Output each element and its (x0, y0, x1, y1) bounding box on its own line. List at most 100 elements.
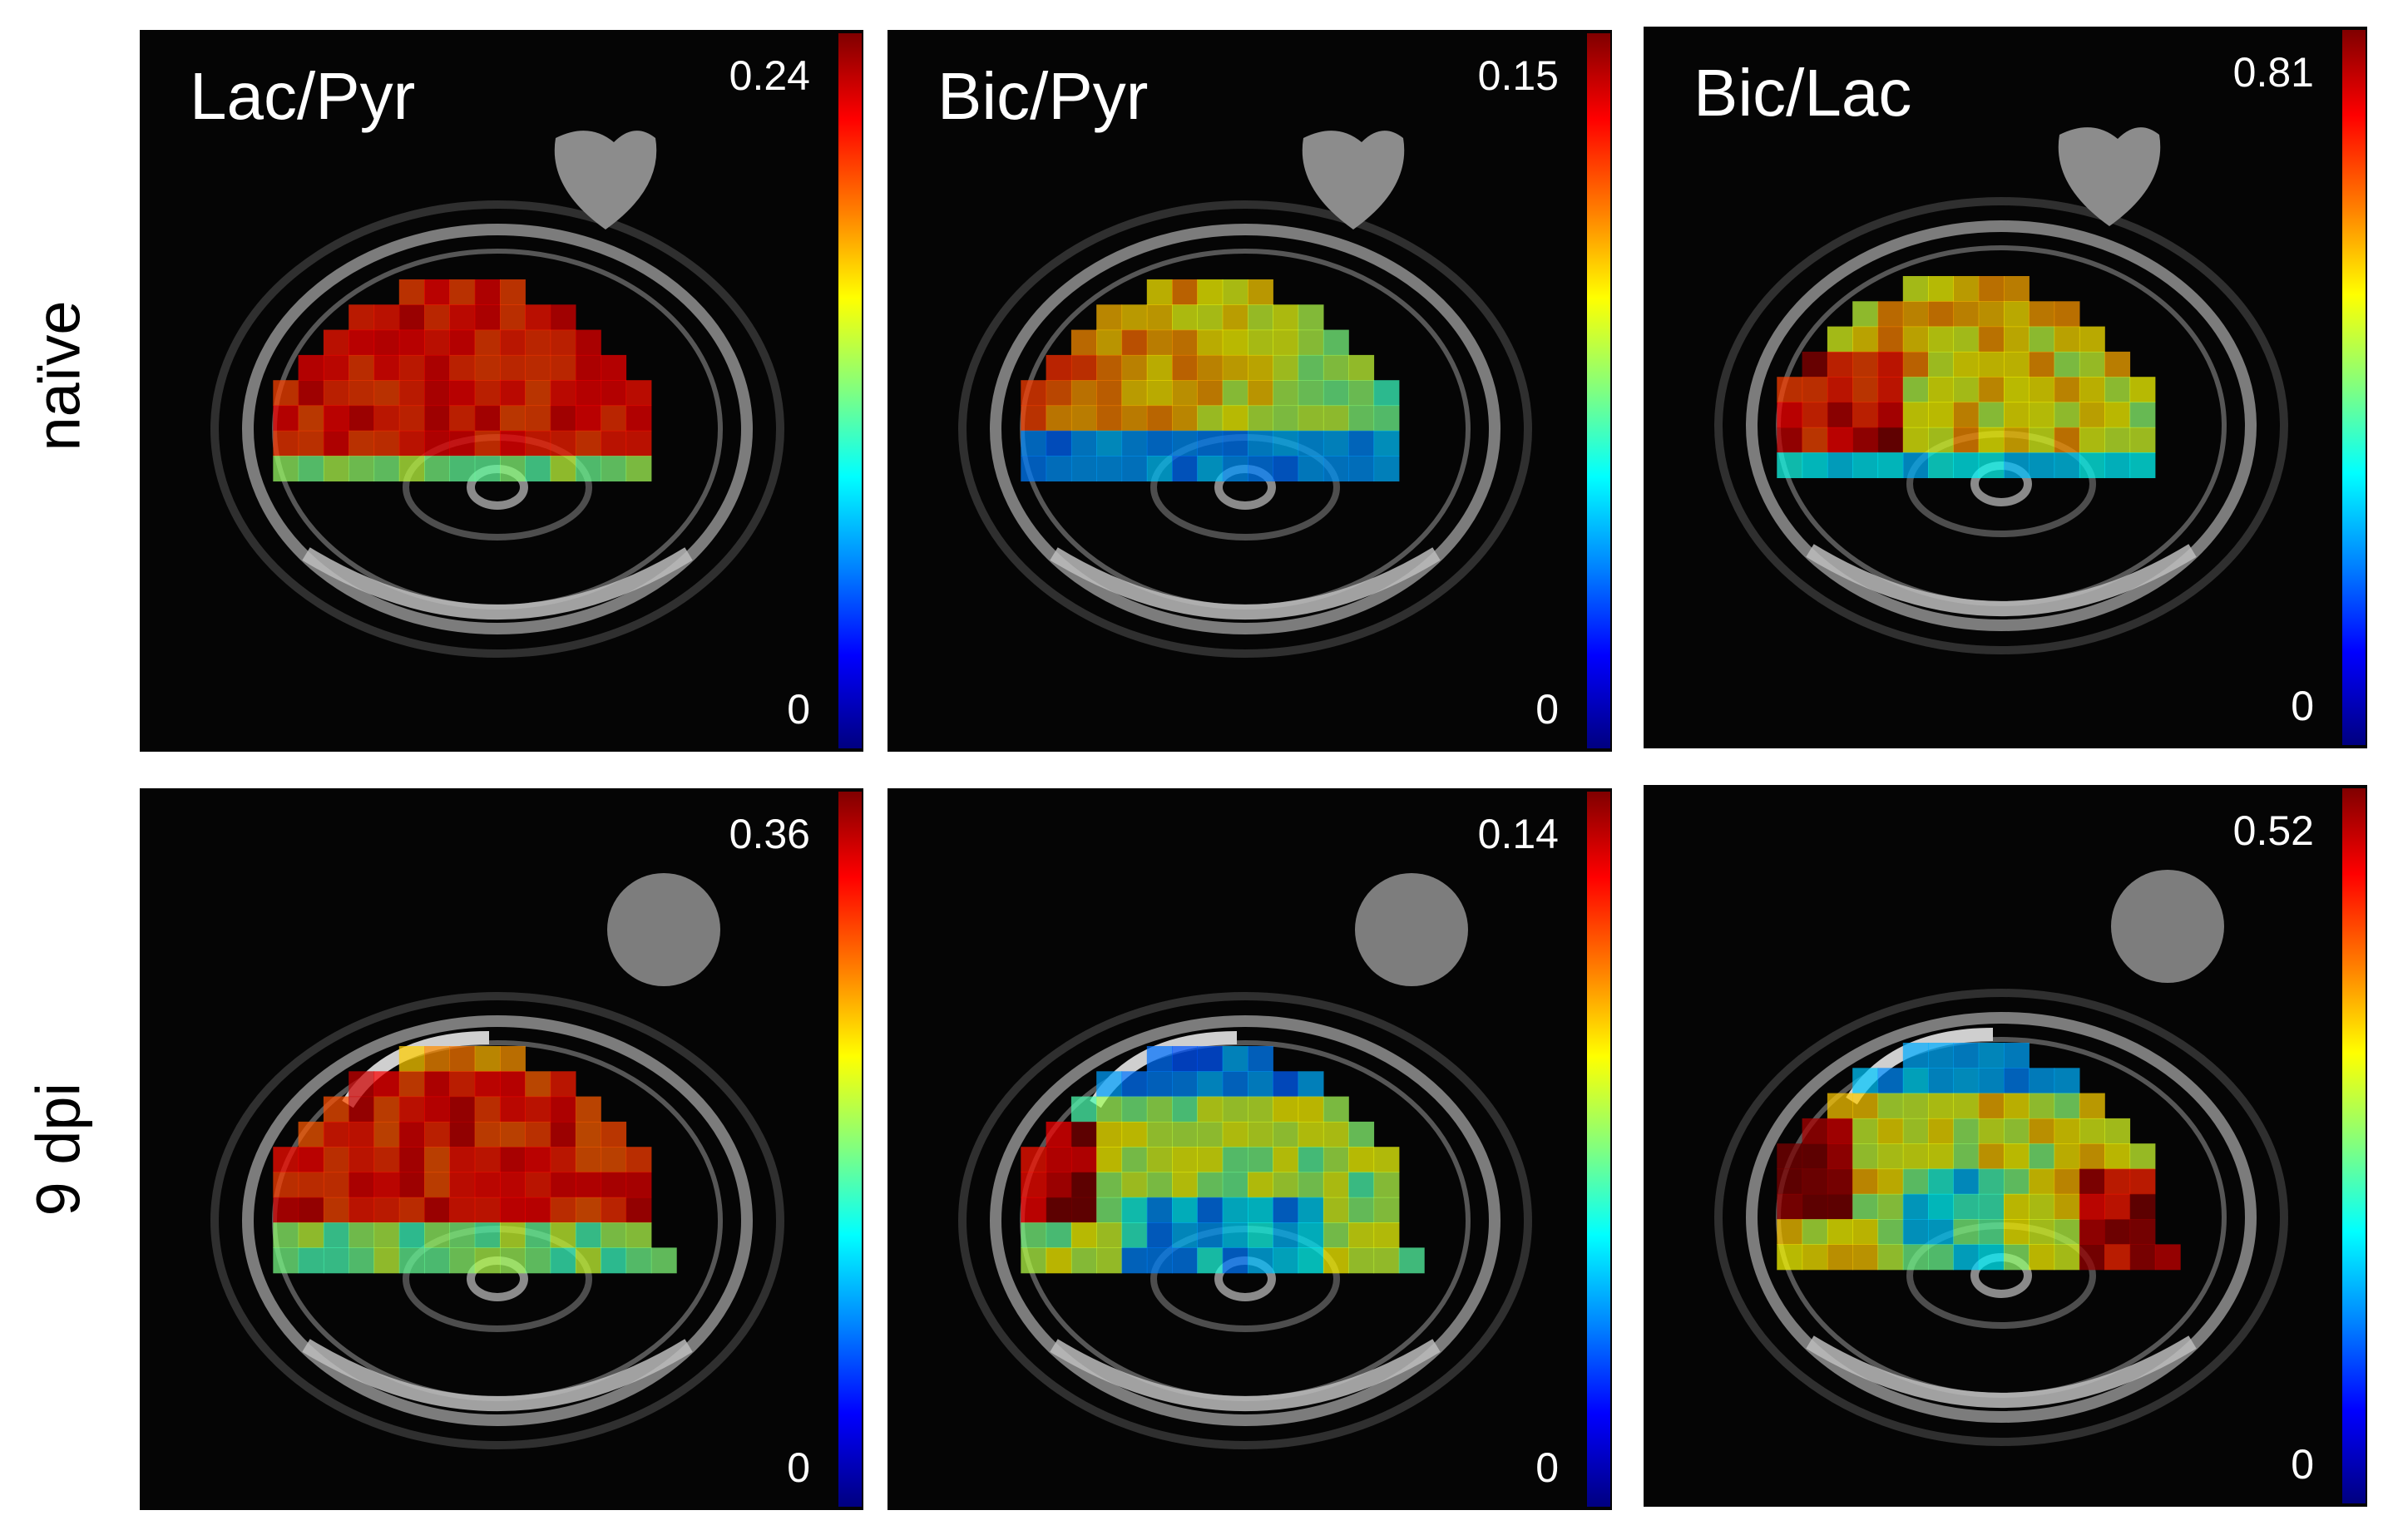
overlay-voxel (1121, 1071, 1148, 1098)
overlay-voxel (424, 1071, 450, 1098)
overlay-voxel (1021, 405, 1047, 432)
overlay-voxel (1827, 1168, 1853, 1195)
overlay-voxel (2129, 1143, 2156, 1170)
overlay-voxel (2129, 427, 2156, 453)
overlay-voxel (2029, 377, 2055, 403)
overlay-voxel (2054, 1244, 2080, 1271)
overlay-voxel (1348, 430, 1375, 457)
overlay-voxel (1928, 326, 1954, 353)
overlay-voxel (2054, 301, 2080, 328)
anatomy-ring (242, 1015, 753, 1426)
overlay-voxel (424, 430, 450, 457)
overlay-voxel (500, 1071, 526, 1098)
overlay-voxel (373, 430, 400, 457)
overlay-voxel (1248, 380, 1273, 407)
overlay-voxel (2029, 1068, 2055, 1094)
overlay-voxel (349, 380, 375, 407)
column-title: Lac/Pyr (190, 59, 416, 133)
overlay-voxel (500, 354, 526, 381)
overlay-voxel (1827, 1193, 1853, 1220)
overlay-voxel (1121, 456, 1148, 481)
overlay-voxel (500, 1222, 526, 1248)
overlay-voxel (1777, 402, 1803, 428)
overlay-voxel (1121, 329, 1148, 356)
overlay-voxel (1197, 1096, 1224, 1123)
overlay-voxel (2004, 1168, 2030, 1195)
overlay-voxel (1777, 1244, 1803, 1271)
overlay-voxel (1877, 1143, 1904, 1170)
overlay-voxel (1172, 1222, 1198, 1248)
overlay-voxel (1323, 1147, 1349, 1173)
overlay-voxel (525, 1096, 551, 1123)
overlay-voxel (1827, 351, 1853, 378)
overlay-voxel (1298, 430, 1324, 457)
overlay-voxel (1802, 377, 1828, 403)
overlay-voxel (1146, 1096, 1173, 1123)
overlay-voxel (1323, 405, 1349, 432)
overlay-voxel (1348, 1121, 1375, 1148)
anatomy-ring (958, 992, 1532, 1449)
overlay-voxel (1146, 1071, 1173, 1098)
overlay-voxel (1222, 279, 1248, 305)
overlay-voxel (323, 1247, 349, 1274)
overlay-voxel (373, 304, 400, 331)
overlay-voxel (1852, 1244, 1879, 1271)
anatomy-arc (1050, 547, 1441, 619)
mri-image (210, 131, 784, 658)
overlay-voxel (1172, 456, 1198, 481)
overlay-voxel (1978, 402, 2005, 428)
overlay-voxel (1978, 1219, 2005, 1245)
overlay-voxel (1172, 430, 1198, 457)
overlay-voxel (424, 354, 450, 381)
overlay-voxel (601, 430, 627, 457)
overlay-voxel (1222, 430, 1248, 457)
row-label-naive: naïve (23, 300, 93, 452)
overlay-voxel (575, 1147, 601, 1173)
colorbar-max-label: 0.15 (1477, 52, 1559, 99)
overlay-voxel (2004, 1219, 2030, 1245)
overlay-voxel (1197, 1046, 1224, 1072)
overlay-voxel (424, 1096, 450, 1123)
overlay-voxel (625, 1147, 652, 1173)
overlay-voxel (1096, 430, 1123, 457)
overlay-voxel (449, 1222, 476, 1248)
overlay-voxel (2004, 1043, 2030, 1069)
overlay-voxel (1298, 1247, 1324, 1274)
overlay-voxel (349, 1222, 375, 1248)
overlay-voxel (625, 1197, 652, 1223)
overlay-voxel (2104, 1143, 2131, 1170)
overlay-voxel (525, 1071, 551, 1098)
overlay-voxel (1273, 456, 1299, 481)
overlay-voxel (398, 304, 425, 331)
overlay-voxel (1953, 1143, 1980, 1170)
overlay-voxel (2104, 377, 2131, 403)
overlay-voxel (1852, 427, 1879, 453)
overlay-voxel (1197, 1197, 1224, 1223)
overlay-voxel (1323, 456, 1349, 481)
overlay-voxel (1323, 1197, 1349, 1223)
overlay-voxel (1172, 279, 1198, 305)
overlay-voxel (349, 1147, 375, 1173)
overlay-voxel (1121, 1147, 1148, 1173)
overlay-voxel (398, 1222, 425, 1248)
overlay-voxel (323, 1147, 349, 1173)
overlay-voxel (1802, 1118, 1828, 1144)
overlay-voxel (1953, 1193, 1980, 1220)
overlay-voxel (1172, 1197, 1198, 1223)
overlay-voxel (1373, 1147, 1400, 1173)
overlay-voxel (601, 1172, 627, 1198)
overlay-voxel (1070, 1172, 1097, 1198)
overlay-voxel (2079, 1244, 2105, 1271)
overlay-voxel (1953, 427, 1980, 453)
overlay-voxel (1978, 427, 2005, 453)
overlay-voxel (1146, 430, 1173, 457)
overlay-voxel (601, 1197, 627, 1223)
overlay-voxel (550, 354, 576, 381)
overlay-voxel (273, 456, 299, 481)
overlay-voxel (398, 1247, 425, 1274)
overlay-voxel (2054, 1118, 2080, 1144)
overlay-voxel (1348, 405, 1375, 432)
colorbar (838, 33, 862, 748)
overlay-voxel (525, 354, 551, 381)
overlay-voxel (1121, 354, 1148, 381)
